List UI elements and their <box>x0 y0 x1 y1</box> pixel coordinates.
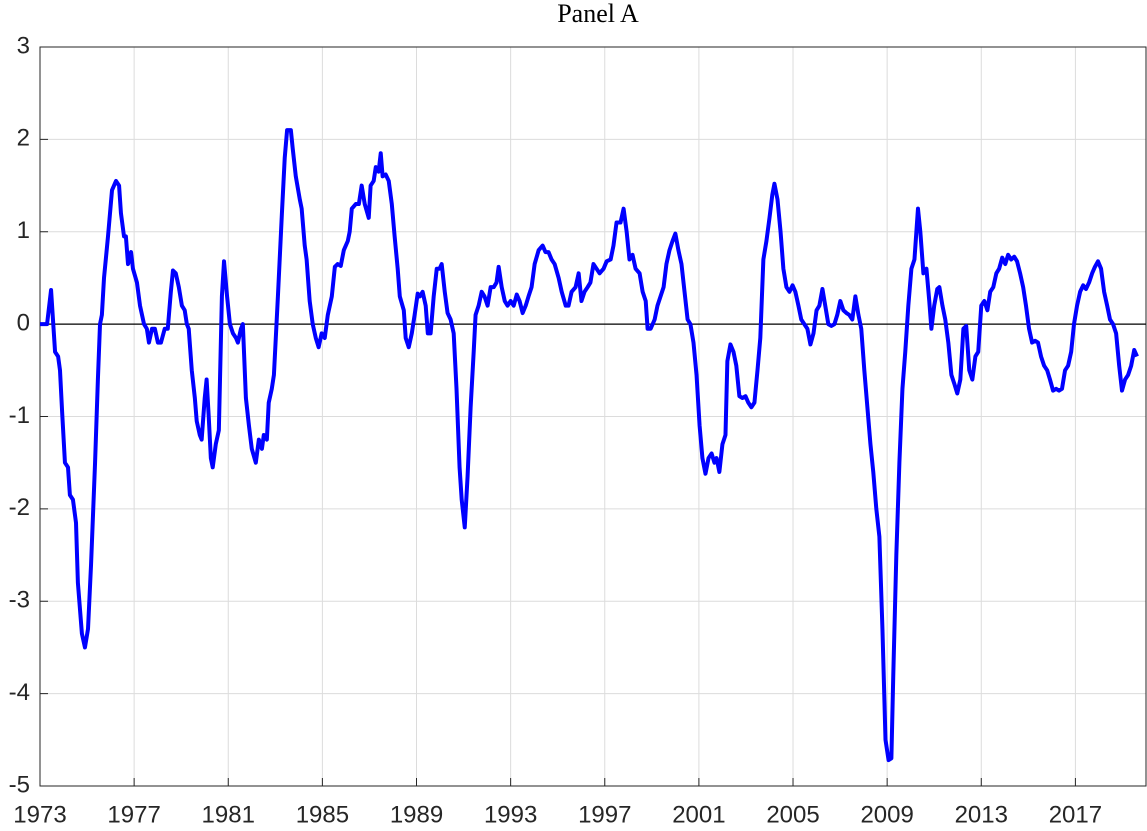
y-tick-label: 2 <box>17 125 30 152</box>
y-tick-label: -5 <box>9 771 30 798</box>
x-tick-label: 2005 <box>766 801 819 828</box>
chart-title: Panel A <box>557 0 639 28</box>
y-tick-label: -1 <box>9 402 30 429</box>
x-tick-label: 1977 <box>107 801 160 828</box>
x-tick-label: 1993 <box>484 801 537 828</box>
plot-frame <box>39 46 1147 787</box>
data-line <box>40 128 1139 763</box>
x-tick-label: 2009 <box>860 801 913 828</box>
x-tick-label: 1985 <box>296 801 349 828</box>
x-tick-label: 2017 <box>1049 801 1102 828</box>
y-tick-label: -2 <box>9 494 30 521</box>
y-tick-label: 1 <box>17 217 30 244</box>
y-tick-label: -4 <box>9 679 30 706</box>
x-tick-label: 1981 <box>202 801 255 828</box>
x-tick-label: 1989 <box>390 801 443 828</box>
x-tick-label: 2013 <box>955 801 1008 828</box>
x-tick-label: 1997 <box>578 801 631 828</box>
x-tick-label: 2001 <box>672 801 725 828</box>
x-tick-label: 1973 <box>13 801 66 828</box>
y-tick-label: -3 <box>9 587 30 614</box>
y-tick-label: 3 <box>17 32 30 59</box>
y-tick-label: 0 <box>17 309 30 336</box>
